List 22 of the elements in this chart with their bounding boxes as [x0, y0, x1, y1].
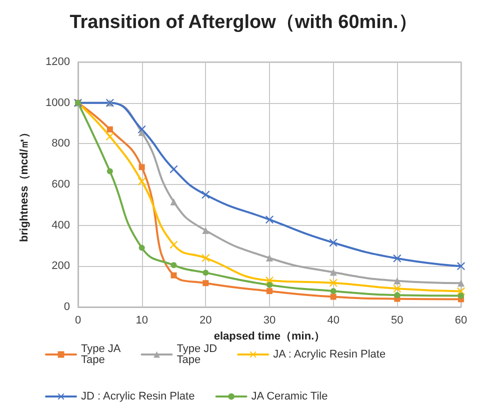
legend-label: Type JD Tape: [176, 343, 218, 366]
x-tick-label: 60: [454, 314, 468, 326]
x-tick-label: 20: [200, 314, 212, 326]
x-tick-label: 0: [74, 314, 82, 326]
x-axis-title: elapsed time（min.）: [214, 330, 326, 342]
x-tick-label: 40: [327, 314, 340, 326]
legend-label: JD : Acrylic Resin Plate: [81, 390, 195, 402]
y-tick-label: 1000: [46, 96, 70, 109]
x-tick-label: 50: [391, 314, 404, 326]
y-tick-label: 200: [52, 260, 70, 272]
y-tick-label: 1200: [46, 56, 70, 68]
x-tick-label: 30: [263, 314, 276, 326]
y-tick-label: 400: [52, 219, 70, 232]
y-tick-label: 800: [52, 138, 70, 150]
y-tick-label: 0: [64, 301, 70, 313]
legend-label: JA : Acrylic Resin Plate: [273, 348, 386, 360]
legend-label: Type JA Tape: [81, 343, 122, 366]
y-tick-label: 600: [52, 178, 70, 190]
chart-title: Transition of Afterglow（with 60min.）: [70, 12, 418, 33]
y-axis-title: brightness（mcd/㎡）: [18, 127, 30, 242]
legend-label: JA Ceramic Tile: [251, 390, 328, 402]
x-tick-label: 10: [136, 314, 148, 326]
